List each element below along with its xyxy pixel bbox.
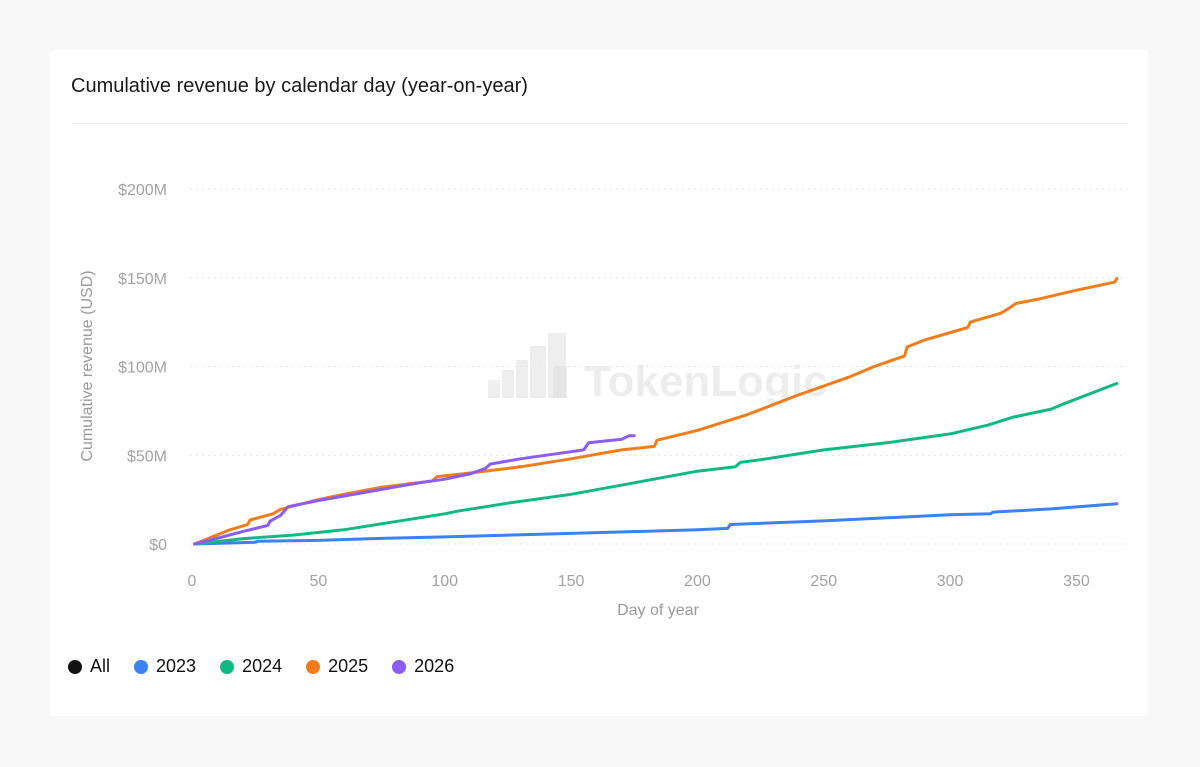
legend-dot-icon [220, 659, 235, 674]
legend-item-label: 2025 [328, 656, 369, 676]
series-line-2025 [193, 277, 1119, 546]
watermark-logo-block [488, 380, 500, 398]
x-tick-label: 50 [309, 573, 327, 590]
series-line-2026 [193, 434, 636, 546]
legend-item-all[interactable]: All [68, 656, 110, 677]
legend-item-label: 2026 [414, 656, 455, 676]
chart-card: Cumulative revenue by calendar day (year… [50, 50, 1148, 716]
y-tick-label: $50M [127, 448, 167, 465]
legend-dot-icon [392, 659, 407, 674]
legend-item-2026[interactable]: 2026 [392, 656, 454, 677]
watermark-logo-block [548, 333, 566, 398]
legend-dot-icon [68, 659, 82, 674]
series-lines [193, 277, 1119, 546]
x-axis-ticks: 0 50 100 150 200 250 300 350 [188, 573, 1090, 590]
legend-dot-icon [306, 659, 321, 674]
chart-title: Cumulative revenue by calendar day (year… [71, 75, 528, 97]
y-tick-label: $150M [118, 271, 167, 288]
title-divider [71, 123, 1128, 124]
x-tick-label: 150 [558, 573, 585, 590]
line-chart: TokenLogic $0 $50M $100M $150M $200M 0 50 100 1… [79, 182, 1127, 619]
grid-lines [190, 188, 1127, 545]
x-tick-label: 300 [937, 573, 964, 590]
x-tick-label: 200 [684, 573, 711, 590]
series-line-2023 [193, 502, 1119, 546]
y-tick-label: $100M [118, 360, 167, 377]
x-tick-label: 0 [188, 573, 197, 590]
legend-item-label: 2024 [242, 656, 283, 676]
legend: All 2023 2024 2025 2026 [68, 656, 454, 677]
watermark-logo-block [516, 360, 528, 398]
x-tick-label: 100 [431, 573, 458, 590]
y-tick-label: $0 [149, 537, 167, 554]
legend-item-label: All [90, 656, 111, 676]
legend-item-label: 2023 [156, 656, 197, 676]
legend-item-2024[interactable]: 2024 [220, 656, 282, 677]
legend-item-2025[interactable]: 2025 [306, 656, 368, 677]
x-axis-label: Day of year [617, 602, 699, 619]
x-tick-label: 250 [810, 573, 837, 590]
y-tick-label: $200M [118, 182, 167, 199]
watermark-logo-block [530, 346, 546, 398]
y-axis-label: Cumulative revenue (USD) [79, 270, 96, 461]
watermark-logo-block [502, 370, 514, 398]
legend-dot-icon [134, 659, 149, 674]
x-tick-label: 350 [1063, 573, 1090, 590]
watermark-logo-block [553, 366, 567, 398]
series-line-2024 [193, 381, 1119, 546]
watermark: TokenLogic [488, 333, 828, 406]
y-axis-ticks: $0 $50M $100M $150M $200M [118, 182, 167, 554]
legend-item-2023[interactable]: 2023 [134, 656, 196, 677]
